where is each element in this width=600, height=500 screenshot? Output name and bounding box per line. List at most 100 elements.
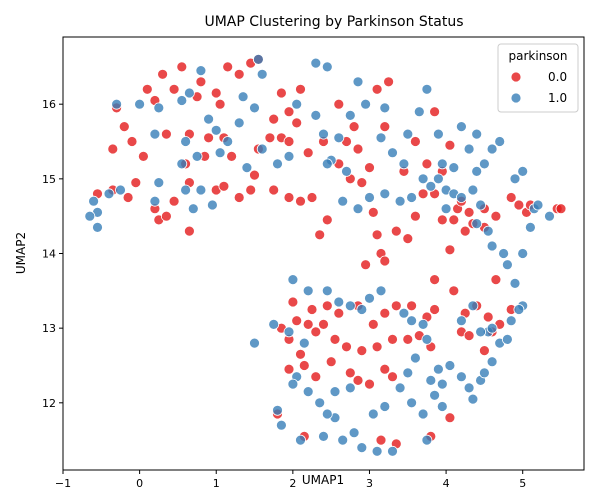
data-point-0-52 <box>306 192 318 203</box>
data-point-0-119 <box>356 345 368 357</box>
data-point-1-105 <box>409 352 421 364</box>
x-tick-label-1: 0 <box>136 477 143 490</box>
data-point-1-74 <box>501 259 513 271</box>
data-point-0-137 <box>387 371 398 383</box>
data-point-1-39 <box>318 128 329 140</box>
data-point-1-112 <box>425 374 437 386</box>
data-point-1-48 <box>398 158 410 170</box>
data-point-1-102 <box>406 315 418 327</box>
data-point-1-143 <box>272 404 283 416</box>
data-point-0-89 <box>333 98 345 110</box>
data-point-1-84 <box>486 143 498 155</box>
data-point-1-41 <box>333 132 345 144</box>
data-point-1-7 <box>222 136 234 147</box>
data-point-1-148 <box>337 434 349 446</box>
data-point-0-31 <box>275 87 287 99</box>
data-point-0-103 <box>287 296 299 308</box>
data-point-1-34 <box>283 150 295 162</box>
data-point-0-41 <box>168 195 180 207</box>
data-point-1-125 <box>344 382 356 394</box>
data-point-1-8 <box>233 117 245 129</box>
data-point-0-18 <box>160 128 172 140</box>
data-point-1-1 <box>134 98 146 110</box>
data-point-1-50 <box>413 106 425 118</box>
data-point-1-72 <box>486 240 498 252</box>
data-point-0-132 <box>325 356 337 368</box>
data-point-1-38 <box>310 110 322 121</box>
data-point-1-36 <box>321 61 333 73</box>
data-point-1-137 <box>505 315 517 327</box>
data-point-1-10 <box>256 68 268 80</box>
data-point-0-16 <box>137 150 149 162</box>
data-point-1-118 <box>283 326 295 338</box>
data-point-1-107 <box>394 382 406 394</box>
data-point-0-84 <box>421 158 433 170</box>
data-point-0-91 <box>448 285 460 297</box>
data-point-1-46 <box>375 132 387 144</box>
data-point-1-62 <box>341 165 352 177</box>
data-point-1-101 <box>398 307 410 319</box>
data-point-1-64 <box>432 173 444 185</box>
data-point-1-25 <box>187 203 199 215</box>
data-point-0-62 <box>371 229 383 241</box>
data-point-1-152 <box>387 445 398 457</box>
data-point-1-129 <box>463 382 475 394</box>
data-point-1-53 <box>436 158 448 170</box>
data-point-1-106 <box>402 367 414 379</box>
data-point-0-136 <box>379 363 391 375</box>
data-point-1-51 <box>421 83 433 95</box>
data-point-1-49 <box>402 128 414 140</box>
data-point-0-51 <box>295 195 306 207</box>
data-point-1-19 <box>103 188 115 200</box>
x-tick-label-3: 2 <box>289 477 296 490</box>
data-point-1-47 <box>387 147 398 159</box>
x-tick-label-2: 1 <box>213 477 220 490</box>
data-point-0-29 <box>268 113 280 125</box>
x-axis-label: UMAP1 <box>302 473 344 487</box>
data-point-1-67 <box>455 192 467 203</box>
data-point-0-43 <box>183 225 195 237</box>
data-point-0-117 <box>387 333 398 345</box>
data-point-0-15 <box>126 136 138 147</box>
chart-title: UMAP Clustering by Parkinson Status <box>204 14 463 30</box>
data-point-0-47 <box>245 184 257 196</box>
data-point-1-54 <box>417 173 429 185</box>
data-point-1-2 <box>153 102 165 114</box>
data-point-0-116 <box>402 333 414 345</box>
data-point-1-78 <box>525 221 536 233</box>
data-point-0-49 <box>268 184 280 196</box>
data-point-0-58 <box>352 143 364 155</box>
data-point-1-22 <box>153 177 165 189</box>
data-point-1-115 <box>436 378 448 390</box>
legend: parkinson 0.0 1.0 <box>497 43 579 113</box>
data-point-0-71 <box>448 214 460 226</box>
data-point-0-133 <box>344 367 356 379</box>
data-point-0-67 <box>409 210 421 222</box>
data-point-1-23 <box>176 158 188 170</box>
data-point-0-88 <box>348 121 360 132</box>
data-point-0-146 <box>478 345 490 357</box>
data-point-1-81 <box>544 210 555 222</box>
data-point-0-59 <box>356 177 368 189</box>
data-point-1-139 <box>486 322 498 334</box>
data-point-0-36 <box>122 192 134 203</box>
data-point-1-27 <box>206 199 218 211</box>
data-point-0-90 <box>444 244 456 256</box>
data-point-0-61 <box>367 206 379 218</box>
data-point-1-113 <box>432 363 444 375</box>
data-point-0-53 <box>302 147 314 159</box>
data-point-0-92 <box>429 274 441 286</box>
data-point-0-33 <box>283 106 295 118</box>
legend-label-1: 1.0 <box>548 91 567 105</box>
data-point-0-131 <box>310 371 322 383</box>
data-point-0-113 <box>429 304 441 315</box>
data-point-1-91 <box>448 162 460 174</box>
legend-label-0: 0.0 <box>548 70 567 84</box>
data-point-1-130 <box>467 393 479 405</box>
data-point-1-151 <box>371 445 383 457</box>
data-point-1-153 <box>421 434 433 446</box>
data-point-1-21 <box>149 195 161 207</box>
data-point-0-37 <box>130 177 142 189</box>
data-point-0-76 <box>402 233 414 245</box>
data-point-1-127 <box>379 401 391 412</box>
